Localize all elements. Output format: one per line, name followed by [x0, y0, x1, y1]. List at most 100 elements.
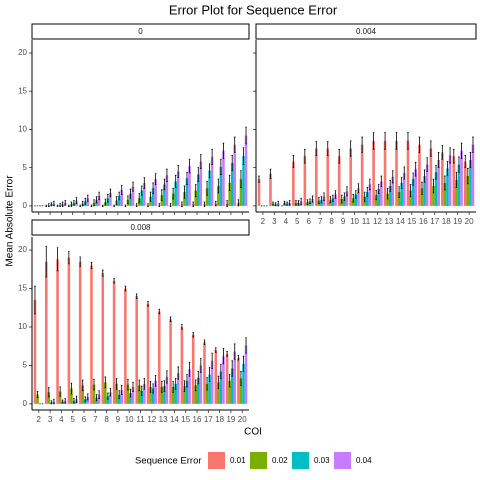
error-bar [435, 164, 437, 180]
bar [391, 176, 395, 206]
error-bar [288, 200, 291, 206]
bar [163, 386, 166, 404]
bar [219, 166, 223, 206]
error-bar [392, 170, 394, 184]
bar [337, 156, 341, 206]
series-group [39, 355, 245, 405]
bar [423, 176, 426, 206]
bar [397, 192, 401, 206]
x-tick-label: 12 [373, 217, 382, 226]
bar [205, 188, 209, 206]
error-bar [138, 379, 140, 392]
error-bar [61, 201, 64, 208]
bar [233, 351, 237, 404]
error-bar [437, 151, 440, 169]
bar [197, 174, 200, 206]
bar [471, 144, 475, 206]
bar [194, 385, 198, 404]
error-bar [338, 148, 340, 164]
bar [101, 273, 105, 404]
bar [185, 380, 189, 404]
error-bar [34, 285, 36, 315]
bar [124, 288, 127, 404]
bar [395, 140, 398, 206]
bar [143, 383, 146, 404]
error-bar [194, 184, 197, 198]
legend-key [208, 452, 225, 469]
error-bar [53, 398, 55, 405]
x-tick-label: 15 [181, 415, 190, 424]
error-bar [113, 278, 115, 284]
error-bar [283, 200, 286, 205]
x-tick-label: 11 [136, 415, 145, 424]
facet-strip [31, 23, 250, 40]
bar [199, 161, 203, 206]
error-bar [169, 316, 172, 322]
series-group [41, 126, 248, 207]
error-bar [292, 155, 295, 169]
error-bar [200, 358, 202, 373]
error-bar [369, 178, 371, 191]
error-bar [138, 193, 140, 204]
error-bar [355, 190, 357, 199]
bar [349, 148, 352, 206]
error-bar [222, 348, 225, 365]
bar [129, 193, 132, 206]
error-bar [306, 199, 309, 205]
error-bar [197, 371, 200, 385]
legend-label: 0.03 [314, 456, 330, 465]
x-tick-label: 18 [215, 415, 224, 424]
bar [176, 171, 180, 206]
legend-label: 0.02 [272, 456, 288, 465]
y-tick-label: 0 [23, 201, 28, 210]
error-bar [386, 187, 389, 200]
error-bar [169, 203, 172, 208]
error-bar [163, 380, 166, 392]
error-bar [73, 200, 75, 206]
bar [315, 148, 318, 206]
x-tick-label: 5 [70, 415, 75, 424]
bar [188, 166, 191, 206]
bar [115, 383, 118, 404]
bar [117, 195, 121, 206]
bar [466, 176, 470, 206]
bar [360, 144, 364, 206]
error-bar [104, 198, 107, 206]
x-tick-label: 10 [125, 415, 134, 424]
bar [109, 192, 112, 206]
error-bar [414, 161, 417, 177]
error-bar [174, 174, 177, 188]
error-bar [141, 185, 143, 196]
error-bar [197, 167, 200, 182]
error-bar [258, 175, 260, 183]
facet-label: 0 [138, 27, 143, 36]
bar [120, 189, 123, 206]
error-bar [329, 196, 332, 204]
error-bar [64, 200, 66, 206]
error-bar [56, 247, 59, 272]
error-bar [143, 177, 146, 189]
x-tick-label: 11 [362, 217, 371, 226]
error-bar [277, 200, 279, 207]
error-bar [203, 339, 206, 346]
bar [230, 368, 234, 404]
x-tick-label: 14 [396, 217, 405, 226]
bar [106, 396, 110, 404]
error-bar [98, 390, 100, 399]
error-bar [87, 194, 89, 202]
bar [429, 148, 433, 206]
error-bar [217, 178, 220, 194]
error-bar [192, 331, 194, 338]
bar [137, 385, 141, 404]
bar [154, 380, 157, 404]
bar [228, 380, 231, 404]
bar [402, 173, 406, 206]
bar [425, 164, 429, 206]
bar [140, 390, 144, 404]
y-tick-label: 15 [18, 86, 27, 95]
error-bar [464, 155, 467, 169]
error-bar [366, 187, 369, 198]
error-bar [181, 324, 183, 330]
error-bar [84, 396, 87, 402]
